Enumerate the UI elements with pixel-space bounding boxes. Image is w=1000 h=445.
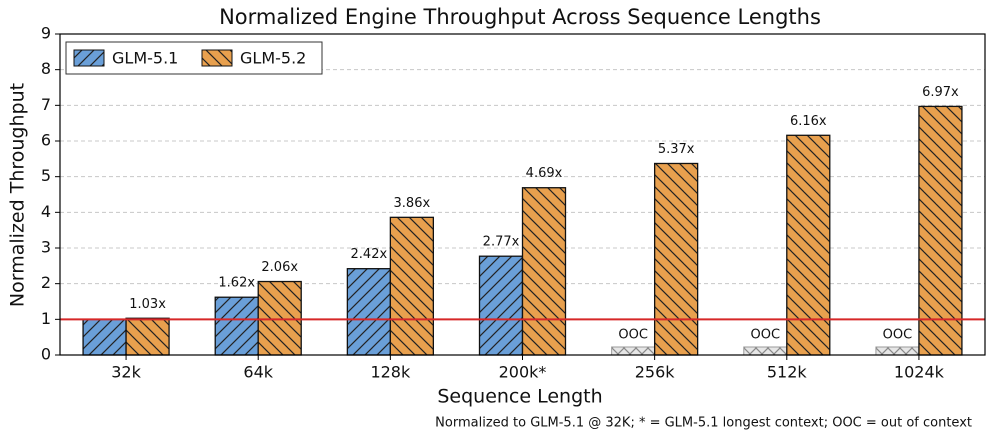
x-tick-label: 1024k [894,363,945,382]
value-label: 4.69x [526,166,563,181]
footnote: Normalized to GLM-5.1 @ 32K; * = GLM-5.1… [435,416,972,431]
y-tick-label: 8 [41,59,51,78]
ooc-placeholder [875,346,920,356]
value-label: 2.77x [483,235,520,250]
y-tick-label: 3 [41,238,51,257]
y-tick-label: 0 [41,345,51,364]
y-tick-label: 6 [41,131,51,150]
bar [521,187,567,356]
value-label: 5.37x [658,142,695,157]
y-axis-label: Normalized Throughput [7,83,29,307]
bar [786,134,831,356]
y-tick-label: 4 [41,202,51,221]
bar [214,296,259,356]
value-label: 2.06x [261,260,298,275]
value-label: 6.97x [922,85,959,100]
value-label: 1.62x [218,276,255,291]
bar [125,317,170,356]
legend-label: GLM-5.2 [240,49,306,68]
bar [918,105,963,356]
bar [478,255,524,356]
value-label: 6.16x [790,114,827,129]
x-tick-label: 64k [243,363,273,382]
y-tick-label: 9 [41,24,51,43]
value-label: 2.42x [351,247,388,262]
plot-frame [59,33,986,356]
bar [82,318,127,356]
bar [346,268,392,356]
y-tick-label: 1 [41,309,51,328]
bar [257,280,302,356]
value-label: 1.03x [129,297,166,312]
ooc-placeholder [611,346,656,356]
x-tick-label: 32k [111,363,141,382]
y-tick-label: 5 [41,166,51,185]
legend-label: GLM-5.1 [112,49,178,68]
legend-box [65,41,323,75]
y-tick-label: 7 [41,95,51,114]
legend-swatch [201,49,233,67]
ooc-label: OOC [883,328,913,343]
ooc-label: OOC [751,328,781,343]
x-tick-label: 200k* [499,363,547,382]
ooc-label: OOC [618,328,648,343]
value-label: 3.86x [394,196,431,211]
x-axis-label: Sequence Length [437,386,602,408]
bar [389,216,435,356]
chart-title: Normalized Engine Throughput Across Sequ… [219,5,821,29]
x-tick-label: 512k [767,363,808,382]
y-tick-label: 2 [41,273,51,292]
x-tick-label: 256k [635,363,676,382]
x-tick-label: 128k [370,363,411,382]
legend-swatch [73,49,105,67]
bar [653,162,699,356]
ooc-placeholder [743,346,788,356]
